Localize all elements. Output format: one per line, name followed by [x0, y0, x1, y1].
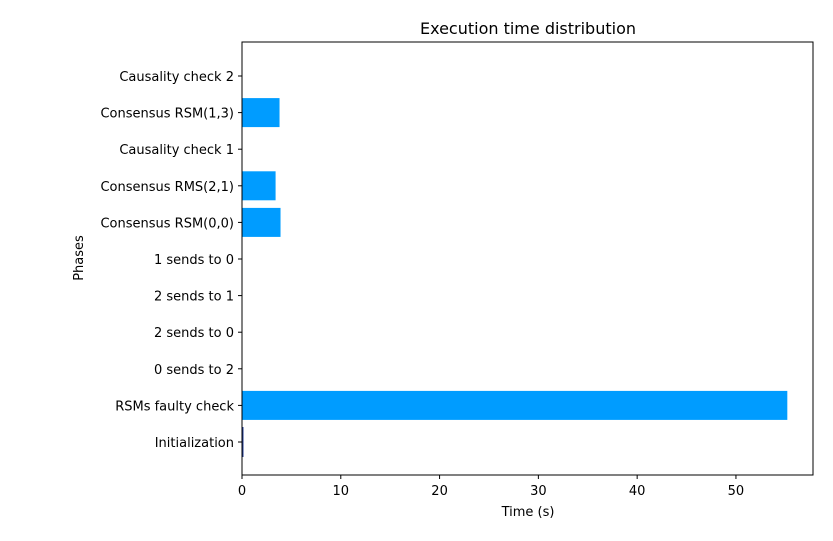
y-tick-label: Causality check 1	[119, 143, 234, 158]
x-tick-label: 30	[530, 484, 547, 499]
y-tick-label: 2 sends to 0	[154, 326, 234, 341]
x-tick-label: 10	[333, 484, 350, 499]
x-tick-label: 40	[629, 484, 646, 499]
bar	[242, 207, 281, 237]
bar	[242, 390, 788, 420]
y-tick-label: 2 sends to 1	[154, 290, 234, 305]
bar	[242, 98, 280, 128]
plot-frame	[241, 41, 814, 476]
y-axis-label: Phases	[72, 235, 87, 281]
y-tick-label: Consensus RSM(1,3)	[100, 107, 234, 122]
x-tick-label: 50	[728, 484, 745, 499]
y-tick-label: Consensus RSM(0,0)	[100, 216, 234, 231]
y-tick-label: Causality check 2	[119, 70, 234, 85]
x-axis-label: Time (s)	[501, 505, 555, 520]
x-axis-ticks: 0 10 20 30 40 50	[238, 475, 744, 499]
y-axis-ticks: Initialization RSMs faulty check 0 sends t…	[100, 70, 242, 451]
x-tick-label: 0	[238, 484, 246, 499]
x-tick-label: 20	[431, 484, 448, 499]
chart-title: Execution time distribution	[420, 19, 636, 38]
y-tick-label: 0 sends to 2	[154, 363, 234, 378]
y-tick-label: 1 sends to 0	[154, 253, 234, 268]
y-tick-label: Initialization	[155, 436, 234, 451]
bar	[242, 171, 276, 201]
y-tick-label: Consensus RMS(2,1)	[100, 180, 234, 195]
y-tick-label: RSMs faulty check	[115, 399, 234, 414]
bars-group	[241, 98, 788, 457]
